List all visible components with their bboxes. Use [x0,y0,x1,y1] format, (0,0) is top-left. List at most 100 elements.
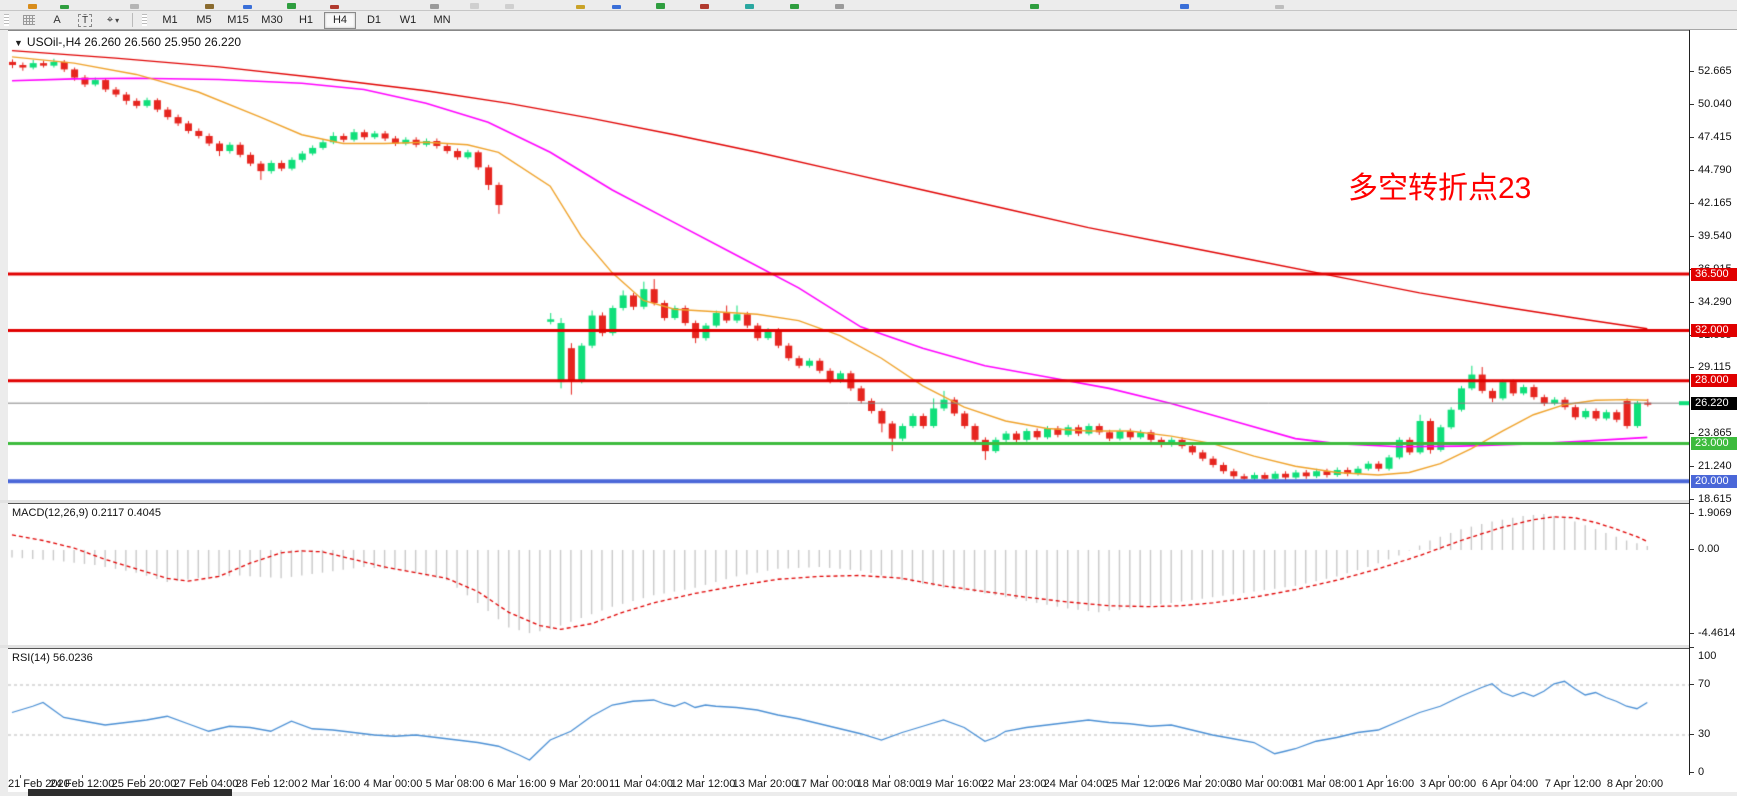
rsi-tick-label: 30 [1698,728,1711,740]
axis-tick-mark [1690,433,1694,434]
axis-tick-mark [1690,549,1694,550]
date-tick-label: 3 Apr 00:00 [1419,778,1477,790]
date-tick-label: 27 Feb 04:00 [173,778,239,790]
timeframe-button-d1[interactable]: D1 [366,13,382,26]
date-tick-mark [1573,775,1574,778]
price-tick-label: 29.115 [1698,361,1731,373]
price-tick-label: 34.290 [1698,296,1732,308]
timeframe-button-m5[interactable]: M5 [196,13,212,26]
date-tick-mark [1262,775,1263,778]
cropped-toolbar-icon[interactable] [130,4,139,9]
date-tick-label: 5 Mar 08:00 [425,778,485,790]
axis-tick-mark [1690,734,1694,735]
cropped-toolbar-icon[interactable] [205,4,214,9]
cropped-toolbar-icon[interactable] [1275,5,1284,9]
cropped-toolbar-icon[interactable] [1030,4,1039,9]
axis-tick-mark [1690,203,1694,204]
text-tool-icon[interactable]: A [53,14,61,26]
date-tick-label: 12 Mar 12:00 [670,778,736,790]
toolbar: A T ⌖ ▾ M1 M5 M15 M30 H1 H4 D1 W1 MN [0,11,1737,30]
timeframe-button-h1[interactable]: H1 [298,13,314,26]
cropped-toolbar-icon[interactable] [656,3,665,9]
axis-tick-mark [1690,684,1694,685]
price-tick-label: 21.240 [1698,460,1732,472]
cropped-toolbar-icon[interactable] [28,4,37,9]
window-bottom-edge [0,792,1737,796]
date-tick-mark [331,775,332,778]
chevron-down-icon: ▾ [115,15,120,25]
axis-tick-mark [1690,137,1694,138]
symbols-grid-icon[interactable] [16,11,42,29]
macd-tick-label: 0.00 [1698,543,1720,555]
cropped-toolbar-icon[interactable] [430,4,439,9]
date-tick-mark [703,775,704,778]
pane-splitter[interactable] [0,500,1737,503]
date-tick-label: 9 Mar 20:00 [549,778,609,790]
text-label-tool-icon[interactable]: T [72,11,98,29]
date-tick-mark [1200,775,1201,778]
price-tick-label: 47.415 [1698,131,1732,143]
rsi-canvas[interactable] [8,649,1689,776]
cropped-toolbar-icon[interactable] [60,5,69,9]
price-level-badge: 32.000 [1691,324,1737,337]
cropped-toolbar-icon[interactable] [330,5,339,9]
cropped-toolbar-icon[interactable] [745,4,754,9]
price-pane: ▼ USOil-,H4 26.260 26.560 25.950 26.220 多… [8,30,1689,502]
cropped-toolbar-icon[interactable] [470,3,479,9]
price-tick-label: 39.540 [1698,230,1732,242]
timeframe-button-m15[interactable]: M15 [227,13,249,26]
toolbar-grip[interactable] [4,14,9,26]
date-tick-label: 28 Feb 12:00 [235,778,301,790]
axis-tick-mark [1690,772,1694,773]
axis-tick-mark [1690,236,1694,237]
cropped-toolbar-icon[interactable] [835,4,844,9]
date-tick-mark [455,775,456,778]
cropped-toolbar-icon[interactable] [505,4,514,9]
price-level-badge: 26.220 [1691,397,1737,410]
date-tick-label: 18 Mar 08:00 [856,778,922,790]
pane-splitter[interactable] [0,645,1737,648]
price-chart-canvas[interactable] [8,31,1689,501]
cropped-toolbar-icon[interactable] [700,4,709,9]
date-tick-mark [1510,775,1511,778]
rsi-pane: RSI(14) 56.0236 [8,648,1689,777]
date-tick-mark [1635,775,1636,778]
cropped-toolbar-icon[interactable] [287,3,296,9]
timeframe-toolbar-grip[interactable] [142,14,147,26]
time-axis[interactable]: 21 Feb 2020 24 Feb 12:00 25 Feb 20:00 27 Fe… [8,775,1737,792]
annotation-text[interactable]: 多空转折点23 [1348,172,1532,205]
date-tick-mark [20,775,21,778]
date-tick-label: 25 Feb 20:00 [111,778,177,790]
crosshair-tool-icon[interactable]: ⌖ ▾ [106,13,120,26]
timeframe-button-h4[interactable]: H4 [324,11,356,29]
top-toolbar-cropped [0,0,1737,11]
timeframe-button-w1[interactable]: W1 [399,13,417,26]
axis-tick-mark [1690,170,1694,171]
timeframe-button-m30[interactable]: M30 [261,13,283,26]
cropped-toolbar-icon[interactable] [790,4,799,9]
date-tick-label: 25 Mar 12:00 [1105,778,1171,790]
date-tick-mark [1448,775,1449,778]
chart-title-text: USOil-,H4 26.260 26.560 25.950 26.220 [26,35,242,49]
cropped-toolbar-icon[interactable] [243,5,252,9]
axis-tick-mark [1690,513,1694,514]
chart-title[interactable]: ▼ USOil-,H4 26.260 26.560 25.950 26.220 [14,35,241,49]
date-tick-mark [1076,775,1077,778]
date-tick-mark [765,775,766,778]
price-axis[interactable]: 52.66550.04047.41544.79042.16539.54036.9… [1689,30,1737,778]
chart-dropdown-icon[interactable]: ▼ [14,38,23,48]
timeframe-button-m1[interactable]: M1 [162,13,178,26]
macd-tick-label: -4.4614 [1698,627,1736,639]
cropped-toolbar-icon[interactable] [1180,4,1189,9]
cropped-toolbar-icon[interactable] [612,5,621,9]
axis-tick-mark [1690,499,1694,500]
macd-canvas[interactable] [8,504,1689,646]
timeframe-button-mn[interactable]: MN [433,13,451,26]
date-tick-mark [1386,775,1387,778]
price-tick-label: 52.665 [1698,65,1732,77]
price-level-badge: 23.000 [1691,437,1737,450]
rsi-tick-label: 70 [1698,678,1711,690]
cropped-toolbar-icon[interactable] [576,5,585,9]
toolbar-separator [132,13,133,27]
